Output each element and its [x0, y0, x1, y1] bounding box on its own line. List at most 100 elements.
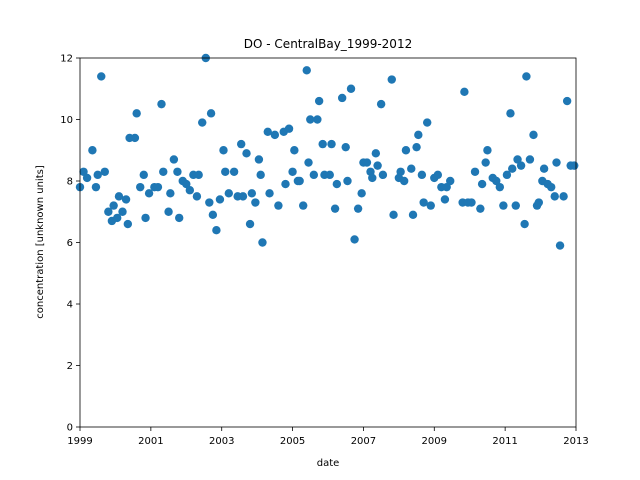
point — [408, 210, 418, 220]
x-tick-label: 2007 — [351, 436, 376, 447]
point — [467, 198, 476, 207]
x-tick-label: 2009 — [422, 436, 447, 447]
point — [93, 170, 102, 180]
x-tick-label: 1999 — [67, 436, 92, 447]
point — [118, 207, 127, 216]
point — [550, 192, 559, 201]
point — [470, 167, 480, 176]
point — [97, 72, 106, 81]
point — [547, 182, 556, 192]
point — [513, 155, 522, 164]
point — [343, 176, 352, 186]
point — [330, 204, 340, 213]
y-tick-label: 4 — [67, 300, 73, 311]
point — [419, 198, 428, 207]
point — [559, 192, 568, 201]
point — [304, 158, 313, 167]
point — [284, 124, 294, 133]
point — [534, 198, 543, 207]
point — [139, 170, 148, 180]
point — [141, 213, 150, 223]
x-tick-label: 2011 — [492, 436, 517, 447]
point — [104, 207, 113, 216]
point — [302, 66, 311, 75]
point — [353, 204, 363, 213]
point — [166, 189, 175, 198]
point — [212, 226, 221, 235]
y-tick-label: 12 — [60, 54, 73, 65]
point — [215, 195, 225, 204]
point — [274, 201, 283, 210]
point — [318, 139, 327, 149]
point — [325, 170, 334, 180]
point — [423, 118, 432, 127]
point — [433, 170, 443, 180]
point — [387, 75, 396, 84]
point — [426, 201, 435, 210]
point — [401, 146, 411, 155]
point — [522, 72, 531, 81]
point — [529, 130, 538, 140]
point — [337, 93, 347, 103]
point — [357, 189, 366, 198]
point — [306, 115, 315, 124]
point — [412, 142, 421, 152]
point — [476, 204, 485, 213]
point — [414, 130, 423, 140]
point — [136, 182, 145, 192]
point — [350, 235, 359, 244]
point — [520, 219, 529, 229]
point — [221, 167, 230, 176]
point — [373, 161, 382, 170]
point — [492, 176, 501, 186]
point — [205, 198, 214, 207]
point — [495, 182, 505, 192]
point — [407, 164, 416, 173]
point — [206, 109, 216, 118]
point — [481, 158, 490, 167]
point — [185, 186, 195, 195]
point — [175, 213, 184, 223]
point — [247, 189, 257, 198]
y-tick-label: 2 — [67, 361, 73, 372]
point — [442, 182, 451, 192]
point — [477, 179, 487, 189]
point — [254, 155, 264, 164]
point — [194, 170, 203, 180]
point — [378, 170, 388, 180]
point — [229, 167, 239, 176]
point — [144, 189, 154, 198]
point — [182, 179, 191, 189]
point — [270, 130, 280, 140]
x-axis-label: date — [317, 458, 340, 469]
y-tick-label: 0 — [67, 423, 73, 434]
point — [368, 173, 377, 183]
point — [265, 189, 274, 198]
point — [82, 173, 92, 183]
point — [169, 155, 179, 164]
point — [516, 161, 526, 170]
point — [502, 170, 512, 180]
point — [508, 164, 517, 173]
point — [198, 118, 207, 127]
y-tick-label: 6 — [67, 238, 73, 249]
point — [256, 170, 265, 180]
point — [113, 213, 122, 223]
point — [288, 167, 297, 176]
point — [483, 146, 492, 155]
point — [396, 167, 405, 176]
point — [399, 176, 409, 186]
point — [440, 195, 450, 204]
x-tick-label: 2001 — [138, 436, 163, 447]
point — [281, 179, 290, 189]
point — [341, 142, 350, 152]
point — [132, 109, 141, 118]
x-tick-label: 2005 — [280, 436, 305, 447]
point — [314, 96, 324, 106]
point — [332, 179, 342, 189]
point — [157, 99, 166, 109]
point — [238, 192, 248, 201]
point — [555, 241, 565, 250]
x-tick-label: 2013 — [563, 436, 588, 447]
